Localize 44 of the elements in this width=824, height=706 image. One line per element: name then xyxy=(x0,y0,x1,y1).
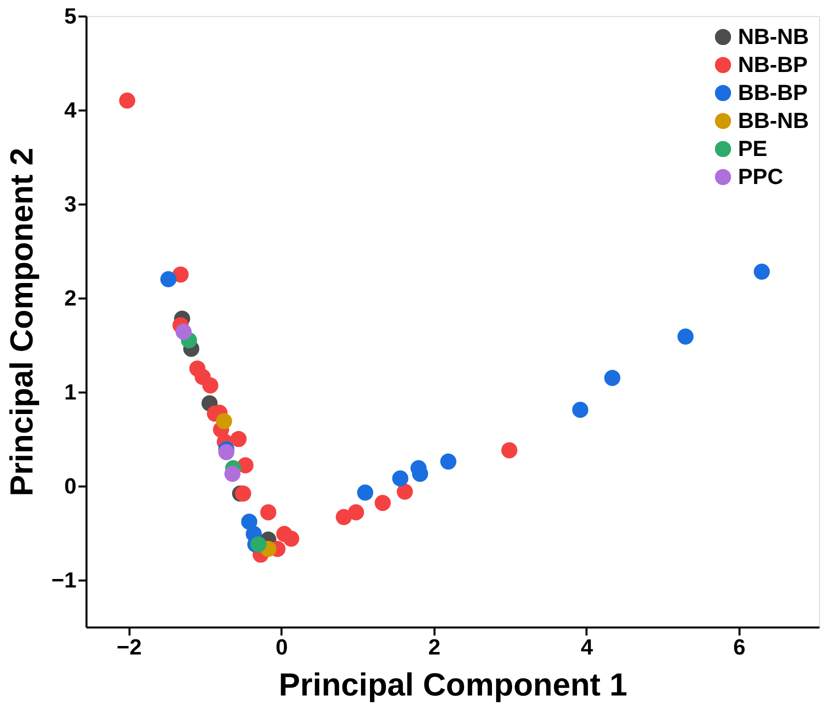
point xyxy=(172,266,189,283)
legend-label: PPC xyxy=(738,164,784,189)
y-tick-label: 1 xyxy=(64,380,76,404)
point xyxy=(392,470,408,487)
x-tick-label: 2 xyxy=(428,634,440,660)
point xyxy=(260,504,276,520)
point xyxy=(218,444,234,460)
point xyxy=(374,494,391,511)
y-tick-label: 4 xyxy=(64,98,78,122)
point xyxy=(202,377,218,394)
y-tick-label: −1 xyxy=(51,568,76,592)
legend-label: BB-BP xyxy=(738,80,808,105)
point xyxy=(276,526,292,542)
point xyxy=(216,413,232,430)
point xyxy=(572,402,588,418)
point xyxy=(348,504,364,520)
x-tick-label: 6 xyxy=(733,634,746,660)
point xyxy=(754,264,770,280)
point xyxy=(176,324,192,340)
point xyxy=(230,430,247,448)
point xyxy=(396,484,413,500)
legend-label: NB-NB xyxy=(738,24,809,49)
y-tick-label: 2 xyxy=(64,286,76,310)
y-tick-label: 5 xyxy=(64,4,76,28)
point xyxy=(250,536,266,552)
point xyxy=(160,271,176,288)
legend-label: NB-BP xyxy=(738,52,808,77)
point xyxy=(501,442,518,458)
x-tick-label: 0 xyxy=(276,634,288,660)
y-axis-title: Principal Component 2 xyxy=(3,148,40,496)
point xyxy=(119,92,136,109)
y-tick-label: 3 xyxy=(64,192,76,216)
point xyxy=(677,328,694,345)
x-tick-label: −2 xyxy=(116,634,142,660)
point xyxy=(235,485,252,502)
legend-label: BB-NB xyxy=(738,108,809,133)
x-axis-title: Principal Component 1 xyxy=(278,666,628,702)
y-tick-label: 0 xyxy=(64,474,76,498)
point xyxy=(224,466,241,482)
x-tick-label: 4 xyxy=(580,634,594,660)
point xyxy=(604,370,620,386)
point xyxy=(357,484,374,501)
legend-label: PE xyxy=(738,136,768,161)
point xyxy=(440,454,456,470)
